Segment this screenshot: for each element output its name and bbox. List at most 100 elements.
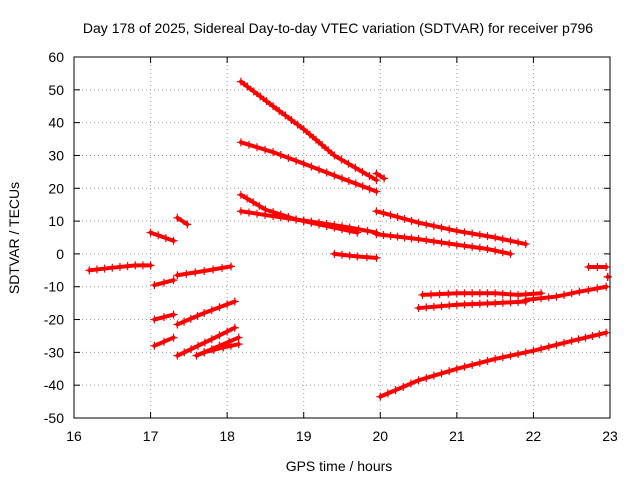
data-point: [186, 314, 195, 323]
x-axis-label: GPS time / hours: [286, 458, 393, 474]
y-tick-label: 30: [48, 147, 64, 163]
data-point: [287, 116, 296, 125]
data-point: [437, 302, 446, 311]
plot-frame: [73, 56, 611, 419]
data-point: [276, 151, 285, 160]
data-point: [593, 284, 602, 293]
data-point: [498, 248, 507, 257]
series-arc-25: [603, 272, 612, 281]
data-point: [452, 300, 461, 309]
data-point: [544, 342, 553, 351]
y-tick-label: -50: [44, 410, 64, 426]
data-point: [468, 229, 477, 238]
series-arc-5: [173, 262, 235, 280]
series-arc-7: [173, 297, 239, 329]
data-point: [584, 286, 593, 295]
data-point: [537, 344, 546, 353]
data-point: [595, 330, 604, 339]
data-point: [330, 221, 339, 230]
data-point: [226, 262, 235, 271]
data-point: [588, 331, 597, 340]
y-tick-label: -10: [44, 279, 64, 295]
data-point: [322, 168, 331, 177]
data-point: [575, 287, 584, 296]
series-trace: [148, 230, 176, 243]
data-point: [400, 214, 409, 223]
data-point: [506, 290, 515, 299]
data-point: [506, 249, 515, 258]
data-point: [383, 389, 392, 398]
y-tick-label: 10: [48, 213, 64, 229]
series-arc-17: [330, 249, 381, 262]
data-point: [330, 171, 339, 180]
data-point: [146, 261, 155, 270]
axis-ticks: 16 17 18 19 20 21 22 23 -50 -40 -30 -20 -10 0 10 20 30 40…: [44, 49, 618, 444]
data-point: [581, 333, 590, 342]
data-point: [108, 263, 117, 272]
data-point: [514, 297, 523, 306]
data-point: [173, 351, 182, 360]
data-point: [173, 213, 182, 222]
data-point: [192, 351, 201, 360]
data-point: [393, 212, 402, 221]
data-point: [236, 77, 245, 86]
data-point: [491, 289, 500, 298]
data-point: [311, 135, 320, 144]
data-point: [209, 265, 218, 274]
series-trace: [374, 171, 387, 181]
series-arc-4: [150, 276, 178, 290]
data-point: [256, 92, 265, 101]
grid-lines: [74, 57, 610, 418]
data-point: [475, 299, 484, 308]
data-point: [452, 226, 461, 235]
data-point: [138, 261, 147, 270]
data-point: [299, 159, 308, 168]
series-arc-3: [173, 213, 192, 229]
data-point: [429, 237, 438, 246]
y-tick-label: -20: [44, 312, 64, 328]
data-point: [437, 369, 446, 378]
y-tick-label: 40: [48, 115, 64, 131]
data-point: [414, 235, 423, 244]
x-tick-label: 21: [449, 428, 465, 444]
data-point: [100, 264, 109, 273]
data-point: [429, 222, 438, 231]
data-point: [253, 143, 262, 152]
data-point: [338, 222, 346, 231]
data-point: [223, 300, 232, 309]
data-point: [407, 234, 416, 243]
series-arc-24: [584, 263, 611, 272]
series-arc-13: [372, 169, 389, 183]
data-point: [180, 348, 189, 357]
data-point: [379, 209, 388, 218]
chart-title: Day 178 of 2025, Sidereal Day-to-day VTE…: [83, 20, 593, 36]
data-point: [345, 251, 354, 260]
data-point: [169, 333, 178, 342]
data-point: [376, 392, 385, 401]
data-point: [307, 162, 316, 171]
data-point: [603, 272, 612, 281]
data-point: [491, 246, 500, 255]
data-point: [261, 210, 270, 219]
x-tick-label: 23: [602, 428, 618, 444]
series-arc-16: [236, 207, 381, 237]
data-point: [173, 271, 182, 280]
x-tick-label: 22: [526, 428, 542, 444]
data-point: [363, 226, 372, 235]
data-point: [236, 190, 245, 199]
data-point: [253, 209, 262, 218]
data-point: [399, 382, 408, 391]
data-point: [362, 253, 371, 262]
data-point: [460, 289, 469, 298]
data-point: [372, 187, 381, 196]
data-point: [514, 290, 523, 299]
data-point: [269, 212, 278, 221]
data-point: [234, 340, 243, 349]
data-point: [345, 223, 354, 232]
data-point: [372, 207, 381, 216]
data-point: [372, 169, 381, 178]
data-point: [215, 331, 224, 340]
data-point: [318, 140, 327, 149]
data-point: [293, 120, 302, 129]
data-point: [445, 239, 454, 248]
